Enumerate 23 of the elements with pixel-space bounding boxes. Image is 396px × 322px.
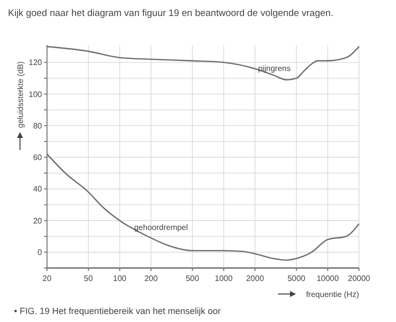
chart-title: Kijk goed naar het diagram van figuur 19 en beantwoord de volgende vragen.	[8, 8, 334, 19]
x-tick-label: 10000	[316, 274, 340, 283]
x-tick-label: 1000	[214, 274, 234, 283]
y-tick-label: 100	[28, 90, 43, 99]
x-tick-label: 200	[144, 274, 158, 283]
x-tick-label: 2000	[246, 274, 264, 283]
x-tick-label: 50	[84, 274, 94, 283]
text: • FIG. 19 Het frequentiebereik van het menselijk oor	[14, 306, 221, 316]
x-tick-label: 20	[42, 274, 52, 283]
x-tick-label: 5000	[287, 274, 306, 283]
series-label: gehoordrempel	[134, 222, 188, 232]
x-tick-label: 500	[186, 274, 200, 283]
y-tick-label: 40	[33, 184, 43, 194]
y-tick-label: 60	[33, 153, 43, 162]
series-label: pijngrens	[258, 64, 291, 74]
y-tick-label: 120	[28, 58, 43, 68]
x-axis-title: frequentie (Hz)	[306, 290, 360, 299]
y-tick-label: 80	[33, 121, 43, 130]
x-tick-label: 20000	[348, 274, 371, 283]
y-tick-label: 20	[33, 216, 43, 226]
x-tick-label: 100	[113, 274, 127, 283]
y-tick-label: 0	[38, 248, 43, 257]
y-axis-title: geluidssterkte (dB)	[16, 60, 25, 128]
